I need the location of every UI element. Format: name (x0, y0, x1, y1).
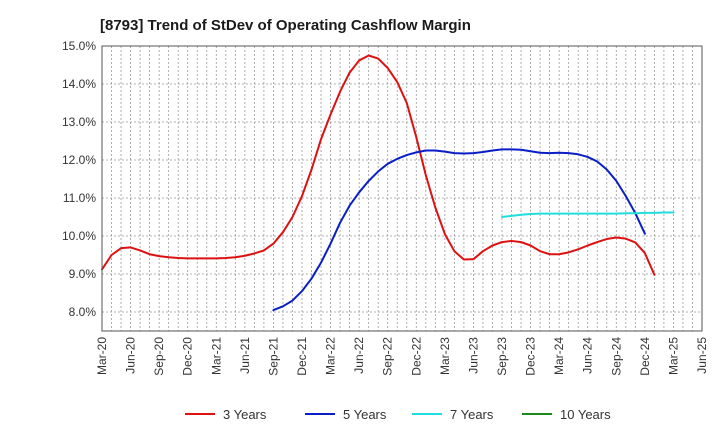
x-tick-label: Sep-22 (381, 337, 395, 376)
series-line-7-years (501, 211, 675, 218)
y-tick-label: 8.0% (69, 305, 97, 319)
x-tick-label: Mar-20 (95, 337, 109, 375)
x-tick-label: Mar-21 (209, 337, 223, 375)
y-tick-label: 10.0% (62, 229, 96, 243)
x-tick-label: Mar-24 (552, 337, 566, 375)
x-tick-label: Mar-25 (666, 337, 680, 375)
x-tick-label: Jun-25 (695, 337, 709, 374)
y-tick-label: 13.0% (62, 115, 96, 129)
x-tick-label: Jun-23 (466, 337, 480, 374)
series-layer (101, 54, 675, 312)
gridlines (102, 45, 702, 331)
legend-label: 5 Years (343, 407, 387, 422)
legend-label: 10 Years (560, 407, 611, 422)
plot-frame (101, 45, 703, 332)
y-tick-label: 14.0% (62, 77, 96, 91)
x-tick-label: Jun-21 (238, 337, 252, 374)
x-tick-label: Sep-23 (495, 337, 509, 376)
x-tick-label: Mar-22 (324, 337, 338, 375)
chart-title: [8793] Trend of StDev of Operating Cashf… (100, 17, 471, 34)
y-axis: 8.0% 9.0% 10.0% 11.0% 12.0% 13.0% 14.0% 15.0% (62, 39, 96, 319)
x-tick-label: Dec-21 (295, 337, 309, 376)
x-tick-label: Dec-22 (409, 337, 423, 376)
y-tick-label: 12.0% (62, 153, 96, 167)
legend-label: 3 Years (223, 407, 267, 422)
legend: 3 Years 5 Years 7 Years 10 Years (185, 407, 611, 422)
x-tick-label: Mar-23 (438, 337, 452, 375)
x-tick-label: Dec-23 (524, 337, 538, 376)
series-line-3-years (101, 54, 656, 276)
x-tick-label: Jun-20 (124, 337, 138, 374)
x-tick-label: Dec-24 (638, 337, 652, 376)
series-line-5-years (272, 148, 646, 312)
y-tick-label: 15.0% (62, 39, 96, 53)
x-tick-label: Sep-24 (609, 337, 623, 376)
x-tick-label: Jun-22 (352, 337, 366, 374)
x-tick-label: Sep-21 (266, 337, 280, 376)
plot-area (102, 46, 702, 331)
x-axis: Mar-20 Jun-20 Sep-20 Dec-20 Mar-21 Jun-21 Sep-… (95, 337, 709, 376)
x-tick-label: Sep-20 (152, 337, 166, 376)
legend-label: 7 Years (450, 407, 494, 422)
x-tick-label: Dec-20 (181, 337, 195, 376)
x-tick-label: Jun-24 (581, 337, 595, 374)
y-tick-label: 11.0% (63, 191, 96, 205)
y-tick-label: 9.0% (69, 267, 97, 281)
